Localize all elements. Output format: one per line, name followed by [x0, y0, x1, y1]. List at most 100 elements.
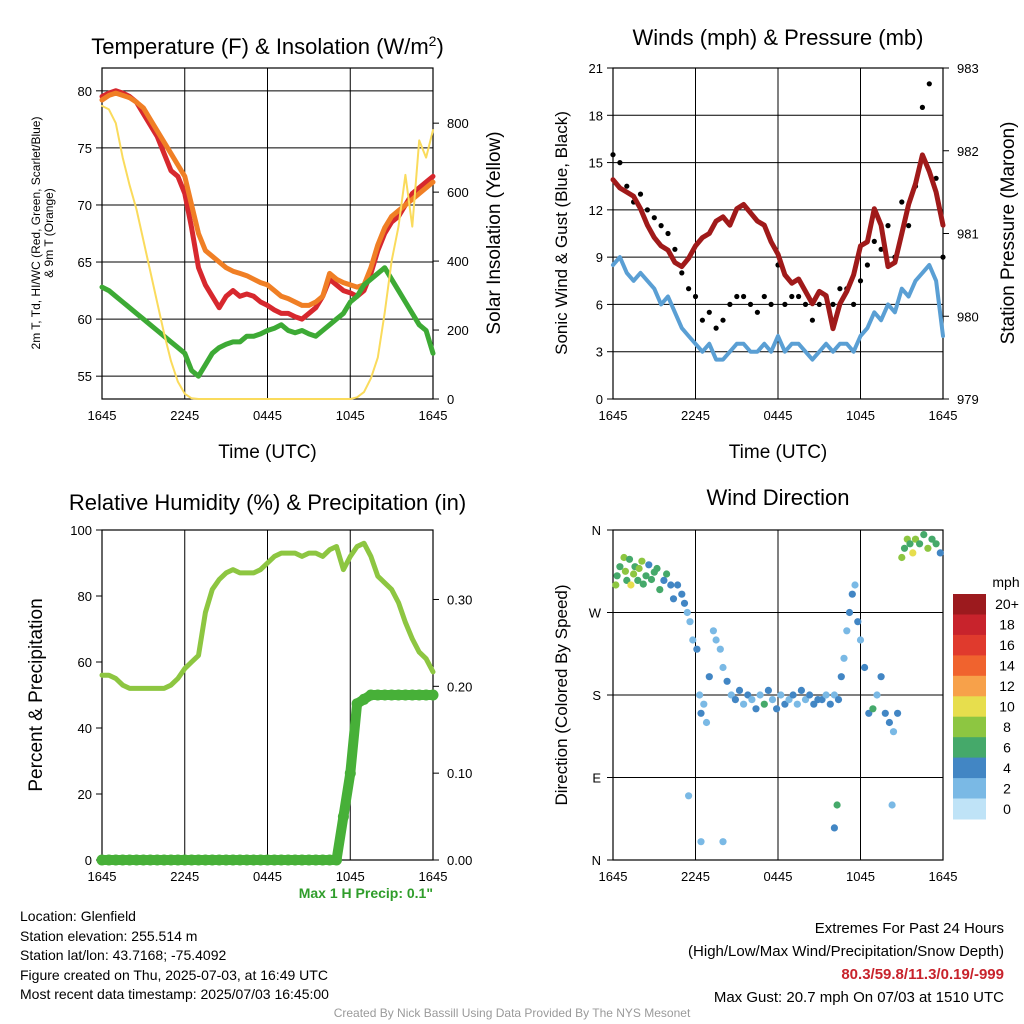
direction-point	[851, 581, 859, 589]
gust-point	[906, 223, 912, 229]
direction-point	[777, 691, 785, 699]
colorbar-swatch	[953, 716, 986, 738]
direction-point	[830, 824, 839, 832]
gust-point	[624, 183, 630, 189]
direction-point	[789, 691, 797, 699]
direction-point	[881, 709, 889, 717]
direction-point	[663, 570, 671, 578]
direction-point	[697, 709, 705, 717]
gust-point	[809, 317, 816, 323]
x-tick-label: 0445	[253, 869, 282, 884]
x-tick-label: 0445	[764, 869, 793, 884]
y-axis-label: Direction (Colored By Speed)	[552, 584, 571, 805]
colorbar-tick-label: 8	[1003, 719, 1011, 735]
direction-point	[689, 636, 697, 644]
max-gust: Max Gust: 20.7 mph On 07/03 at 1510 UTC	[713, 989, 1004, 1006]
gust-point	[940, 254, 946, 260]
y-tick-label: 3	[596, 345, 603, 360]
direction-point	[932, 540, 940, 548]
chart-title: Temperature (F) & Insolation (W/m2)	[91, 33, 444, 59]
direction-point	[885, 718, 894, 727]
direction-point	[826, 700, 834, 708]
x-tick-label: 1645	[599, 869, 628, 884]
gust-point	[857, 278, 864, 284]
y-right-tick-label: 0.10	[447, 766, 472, 781]
direction-point	[840, 654, 848, 662]
y-tick-label: 60	[78, 655, 92, 670]
gust-point	[658, 223, 664, 229]
direction-point	[801, 696, 810, 704]
y-axis-label: Percent & Precipitation	[26, 598, 47, 791]
direction-point	[623, 576, 631, 585]
y-right-tick-label: 983	[957, 61, 979, 76]
most-recent-timestamp: Most recent data timestamp: 2025/07/03 1…	[20, 986, 329, 1003]
colorbar-swatch	[953, 757, 986, 779]
gust-point	[933, 175, 939, 181]
y-right-tick-label: 400	[447, 254, 469, 269]
direction-point	[620, 553, 628, 562]
direction-point	[705, 673, 713, 681]
y-right-tick-label: 0	[447, 392, 454, 407]
direction-point	[667, 581, 675, 589]
colorbar-swatch	[953, 737, 986, 759]
direction-point	[837, 673, 845, 681]
direction-point	[822, 691, 830, 699]
direction-point	[647, 575, 656, 584]
direction-point	[702, 718, 711, 727]
colorbar-tick-label: 4	[1003, 760, 1011, 776]
direction-point	[856, 636, 865, 644]
series-line-9m-t	[99, 90, 436, 308]
direction-point	[735, 686, 744, 695]
direction-point	[669, 595, 678, 603]
direction-point	[848, 590, 856, 598]
direction-point	[645, 561, 653, 569]
y-right-tick-label: 0.00	[447, 853, 472, 868]
direction-point	[748, 696, 756, 704]
direction-point	[616, 563, 624, 571]
direction-point	[906, 540, 914, 548]
direction-point	[909, 549, 917, 557]
gust-point	[768, 301, 774, 307]
y-tick-label: 12	[589, 203, 603, 218]
x-tick-label: 2245	[170, 408, 199, 423]
colorbar-swatch	[953, 594, 986, 615]
y-right-tick-label: 200	[447, 323, 469, 338]
y-right-tick-label: 600	[447, 185, 469, 200]
y-right-tick-label: 980	[957, 309, 979, 324]
station-location: Location: Glenfield	[20, 908, 136, 924]
colorbar-tick-label: 0	[1003, 801, 1011, 817]
x-tick-label: 1045	[846, 869, 875, 884]
extremes-info: Extremes For Past 24 Hours (High/Low/Max…	[688, 917, 1004, 1009]
extremes-subtitle: (High/Low/Max Wind/Precipitation/Snow De…	[688, 943, 1004, 960]
direction-point	[625, 555, 634, 563]
x-tick-label: 1645	[929, 869, 958, 884]
direction-point	[696, 691, 704, 699]
direction-point	[911, 535, 920, 543]
colorbar-swatch	[953, 778, 986, 800]
direction-point	[731, 696, 740, 704]
direction-point	[793, 700, 801, 708]
y-axis-label-line2: & 9m T (Orange)	[42, 188, 56, 278]
gust-point	[741, 293, 747, 300]
direction-point	[642, 572, 650, 580]
direction-point	[697, 838, 705, 846]
x-tick-label: 1045	[846, 408, 875, 423]
direction-tick-label: W	[589, 606, 602, 621]
gust-point	[789, 293, 795, 300]
y-right-tick-label: 800	[447, 116, 469, 131]
x-tick-label: 1045	[336, 408, 365, 423]
direction-point	[900, 544, 909, 552]
y-tick-label: 70	[78, 198, 92, 213]
colorbar-label: mph	[992, 574, 1019, 590]
y-tick-label: 75	[78, 141, 92, 156]
series-line-precipitation	[97, 690, 438, 865]
gust-point	[713, 325, 719, 331]
colorbar-tick-label: 12	[999, 678, 1015, 694]
chart-title: Relative Humidity (%) & Precipitation (i…	[69, 490, 466, 515]
direction-point	[773, 705, 781, 713]
gust-point	[679, 270, 685, 276]
direction-point	[916, 540, 924, 548]
gust-point	[727, 301, 733, 307]
gust-point	[672, 246, 678, 252]
direction-point	[894, 709, 902, 717]
